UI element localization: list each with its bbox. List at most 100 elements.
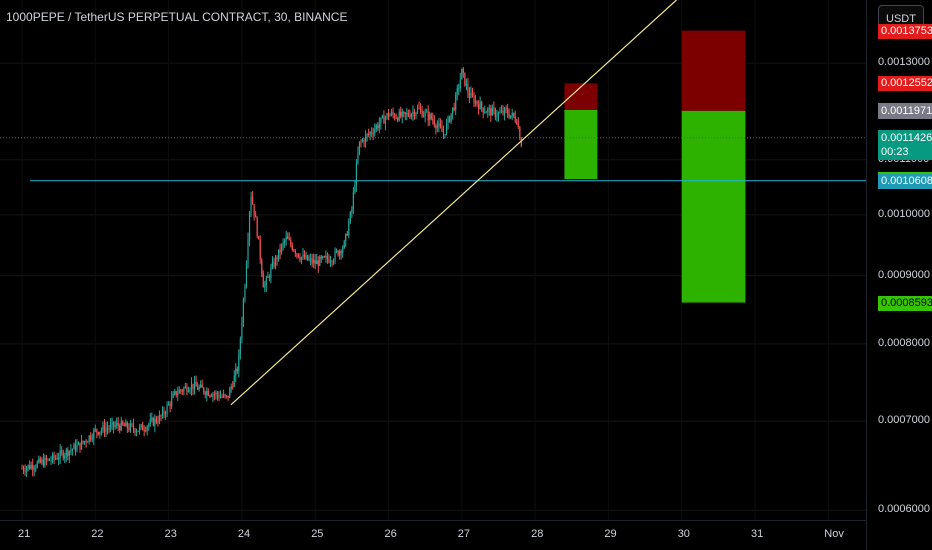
candle-body (232, 386, 234, 388)
candle-body (48, 459, 51, 461)
candle-body (343, 241, 345, 248)
candle-body (340, 250, 342, 254)
price-badge: 0.0011971 (878, 103, 932, 119)
candle-body (142, 424, 144, 431)
candle-body (394, 114, 396, 118)
candle-body (258, 236, 260, 240)
time-tick-label: 30 (677, 528, 690, 540)
candle-body (439, 123, 442, 127)
candle-body (227, 395, 229, 398)
candle-body (267, 276, 269, 278)
candle-body (123, 424, 125, 427)
candle-body (285, 236, 287, 241)
candle-body (366, 134, 368, 136)
candle-body (169, 403, 171, 406)
candle-body (166, 405, 168, 414)
candle-body (119, 425, 121, 431)
candle-body (140, 424, 142, 427)
candle-body (238, 354, 240, 372)
candle-body (348, 222, 350, 236)
candle-body (287, 236, 289, 239)
candle-body (288, 238, 290, 240)
candle-body (419, 108, 422, 111)
candle-body (64, 455, 66, 459)
candle-body (198, 387, 200, 390)
candle-body (157, 421, 159, 423)
candle-body (342, 247, 344, 254)
candle-body (441, 126, 443, 132)
candle-body (494, 109, 496, 117)
candle-body (438, 123, 440, 126)
candle-body (423, 115, 425, 117)
candle-body (290, 239, 292, 245)
candle-body (497, 113, 500, 117)
candle-body (239, 339, 241, 355)
candle-body (410, 114, 413, 118)
candle-body (453, 107, 455, 110)
candle-body (372, 133, 374, 135)
candle-body (412, 111, 414, 115)
candle-body (203, 387, 205, 393)
candle-body (400, 111, 402, 117)
candle-body (384, 117, 387, 124)
price-tick-label: 0.0006000 (878, 503, 930, 516)
price-badge: 0.0008593 (878, 295, 932, 311)
candle-body (241, 322, 243, 340)
candle-body (305, 255, 307, 259)
candle-body (452, 107, 454, 114)
candle-body (308, 259, 310, 261)
candle-body (319, 256, 321, 266)
candle-body (297, 253, 300, 258)
candle-body (58, 458, 60, 460)
position-profit-zone (681, 110, 746, 303)
candle-body (395, 117, 397, 119)
candle-body (103, 425, 106, 433)
candle-body (154, 418, 156, 426)
position-profit-zone (564, 109, 598, 180)
candle-body (363, 140, 365, 143)
candle-body (339, 250, 341, 256)
candle-body (387, 113, 390, 117)
candle-body (233, 375, 235, 387)
candle-body (93, 430, 95, 439)
candle-body (371, 132, 373, 134)
candle-body (464, 72, 466, 86)
candle-body (38, 458, 40, 463)
candle-body (51, 454, 54, 461)
candle-body (361, 140, 364, 142)
candle-body (517, 123, 519, 128)
candle-body (462, 68, 464, 73)
candle-body (281, 244, 283, 253)
candle-body (346, 233, 348, 236)
candle-body (221, 396, 223, 398)
candle-body (465, 83, 467, 86)
time-tick-label: 22 (91, 528, 104, 540)
price-badge: 0.0012552 (878, 76, 932, 92)
candle-body (458, 87, 460, 89)
candle-body (313, 259, 315, 264)
candle-body (496, 116, 498, 118)
bar-countdown: 00:23 (881, 145, 909, 158)
candle-body (96, 429, 98, 433)
candle-body (193, 381, 196, 390)
candle-body (108, 428, 110, 430)
candle-body (479, 101, 481, 110)
candle-body (131, 423, 133, 425)
candle-body (82, 440, 84, 443)
candle-body (146, 426, 148, 431)
candle-body (418, 108, 420, 110)
candle-body (505, 108, 507, 110)
candle-body (291, 244, 293, 250)
price-axis-divider (866, 0, 867, 550)
candle-body (117, 423, 119, 426)
candle-body (337, 250, 339, 256)
candle-body (488, 108, 490, 110)
candle-body (256, 217, 258, 237)
candle-body (129, 423, 132, 431)
candle-body (303, 254, 306, 259)
candle-body (500, 110, 503, 113)
candle-body (358, 141, 361, 153)
candle-body (80, 440, 83, 450)
